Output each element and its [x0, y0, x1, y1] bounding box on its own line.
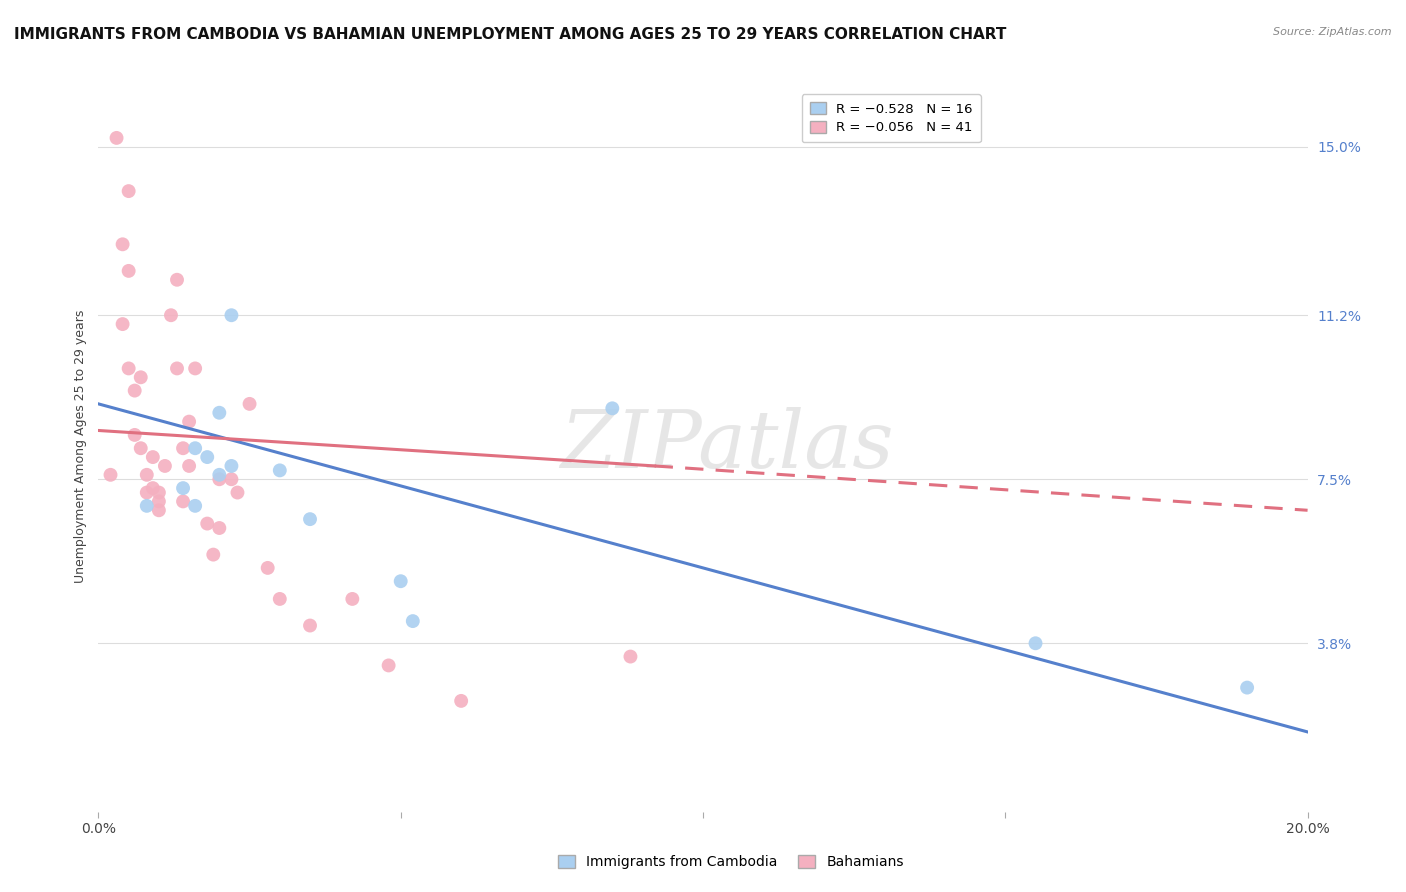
- Point: [142, 481, 165, 495]
- Legend: Immigrants from Cambodia, Bahamians: Immigrants from Cambodia, Bahamians: [551, 848, 911, 876]
- Point: [221, 308, 243, 322]
- Point: [172, 494, 194, 508]
- Text: ZIPatlas: ZIPatlas: [561, 408, 894, 484]
- Point: [172, 481, 194, 495]
- Point: [226, 485, 249, 500]
- Point: [124, 384, 146, 398]
- Point: [142, 450, 165, 464]
- Point: [179, 415, 201, 429]
- Point: [195, 516, 218, 531]
- Point: [221, 472, 243, 486]
- Point: [148, 503, 170, 517]
- Point: [148, 485, 170, 500]
- Point: [221, 458, 243, 473]
- Point: [111, 237, 134, 252]
- Text: Source: ZipAtlas.com: Source: ZipAtlas.com: [1274, 27, 1392, 37]
- Point: [172, 441, 194, 455]
- Point: [299, 618, 322, 632]
- Point: [148, 494, 170, 508]
- Point: [256, 561, 278, 575]
- Point: [118, 184, 141, 198]
- Point: [160, 308, 183, 322]
- Point: [135, 499, 157, 513]
- Point: [100, 467, 122, 482]
- Point: [1024, 636, 1046, 650]
- Point: [299, 512, 322, 526]
- Point: [184, 441, 207, 455]
- Point: [124, 428, 146, 442]
- Point: [208, 406, 231, 420]
- Point: [269, 591, 291, 606]
- Point: [389, 574, 412, 589]
- Legend: R = −0.528   N = 16, R = −0.056   N = 41: R = −0.528 N = 16, R = −0.056 N = 41: [801, 95, 980, 142]
- Point: [179, 458, 201, 473]
- Point: [135, 485, 157, 500]
- Point: [239, 397, 262, 411]
- Point: [135, 467, 157, 482]
- Point: [166, 273, 188, 287]
- Point: [129, 441, 152, 455]
- Point: [118, 264, 141, 278]
- Point: [602, 401, 624, 416]
- Point: [342, 591, 364, 606]
- Point: [111, 317, 134, 331]
- Y-axis label: Unemployment Among Ages 25 to 29 years: Unemployment Among Ages 25 to 29 years: [75, 310, 87, 582]
- Point: [377, 658, 399, 673]
- Point: [195, 450, 218, 464]
- Point: [202, 548, 225, 562]
- Point: [184, 361, 207, 376]
- Point: [153, 458, 176, 473]
- Point: [619, 649, 641, 664]
- Point: [105, 131, 128, 145]
- Point: [208, 521, 231, 535]
- Point: [1236, 681, 1258, 695]
- Point: [450, 694, 472, 708]
- Point: [129, 370, 152, 384]
- Point: [402, 614, 425, 628]
- Text: IMMIGRANTS FROM CAMBODIA VS BAHAMIAN UNEMPLOYMENT AMONG AGES 25 TO 29 YEARS CORR: IMMIGRANTS FROM CAMBODIA VS BAHAMIAN UNE…: [14, 27, 1007, 42]
- Point: [269, 463, 291, 477]
- Point: [166, 361, 188, 376]
- Point: [184, 499, 207, 513]
- Point: [208, 467, 231, 482]
- Point: [118, 361, 141, 376]
- Point: [208, 472, 231, 486]
